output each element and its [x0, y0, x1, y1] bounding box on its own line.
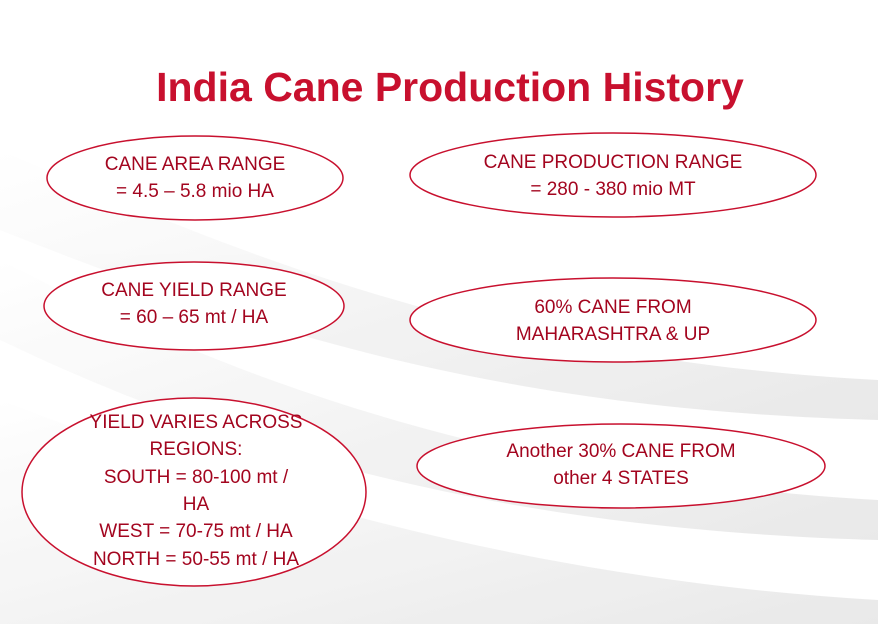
ellipse	[409, 132, 817, 218]
ellipse	[43, 261, 345, 351]
slide-title: India Cane Production History	[156, 64, 744, 110]
ellipse-text: Another 30% CANE FROM	[506, 441, 735, 462]
ellipse-text: = 4.5 – 5.8 mio HA	[116, 181, 274, 202]
ellipse-text: CANE AREA RANGE	[105, 154, 286, 175]
ellipse	[46, 135, 344, 221]
ellipse-text: CANE PRODUCTION RANGE	[484, 152, 743, 173]
ellipse-text: MAHARASHTRA & UP	[516, 324, 710, 345]
ellipse	[21, 397, 367, 587]
ellipse-text: = 60 – 65 mt / HA	[120, 307, 269, 328]
ellipse-text: = 280 - 380 mio MT	[530, 179, 696, 200]
ellipse-text: REGIONS:	[150, 439, 243, 460]
ellipse	[416, 423, 826, 509]
ellipse-text: CANE YIELD RANGE	[101, 280, 286, 301]
ellipse-text: YIELD VARIES ACROSS	[90, 412, 303, 433]
ellipse-text: SOUTH = 80-100 mt /	[104, 467, 289, 488]
ellipse	[409, 277, 817, 363]
ellipse-text: 60% CANE FROM	[534, 297, 691, 318]
ellipse-text: other 4 STATES	[553, 468, 689, 489]
ellipse-text: NORTH = 50-55 mt / HA	[93, 549, 299, 570]
ellipse-text: HA	[183, 494, 210, 515]
ellipse-text: WEST = 70-75 mt / HA	[99, 521, 293, 542]
